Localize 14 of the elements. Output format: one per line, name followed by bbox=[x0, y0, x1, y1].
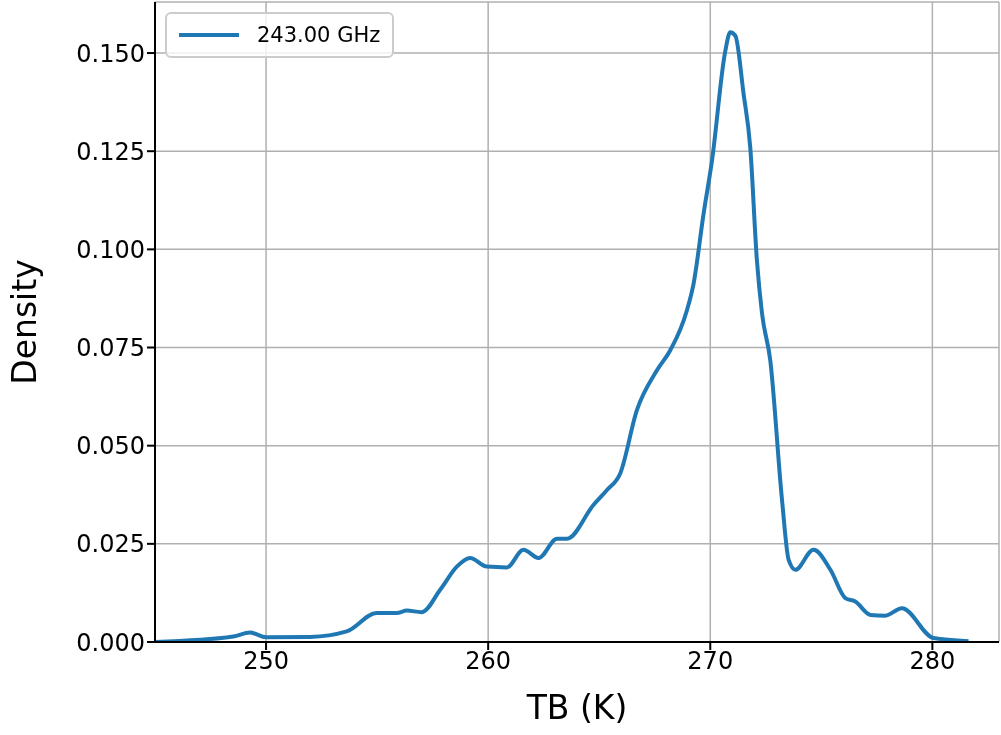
y-tick-label: 0.125 bbox=[76, 137, 145, 166]
legend-label: 243.00 GHz bbox=[257, 22, 381, 49]
x-tick-label: 270 bbox=[687, 647, 734, 676]
x-tick-label: 280 bbox=[909, 647, 956, 676]
x-tick-label: 250 bbox=[243, 647, 289, 676]
y-tick-label: 0.000 bbox=[76, 628, 145, 657]
y-tick-label: 0.050 bbox=[76, 432, 145, 461]
y-axis-title: Density bbox=[4, 259, 44, 385]
y-tick-label: 0.100 bbox=[76, 235, 145, 264]
y-tick-label: 0.025 bbox=[76, 530, 145, 559]
x-tick-label: 260 bbox=[465, 647, 512, 676]
y-tick-label: 0.075 bbox=[76, 334, 145, 363]
x-axis-title: TB (K) bbox=[525, 688, 628, 727]
y-tick-label: 0.150 bbox=[76, 39, 145, 68]
